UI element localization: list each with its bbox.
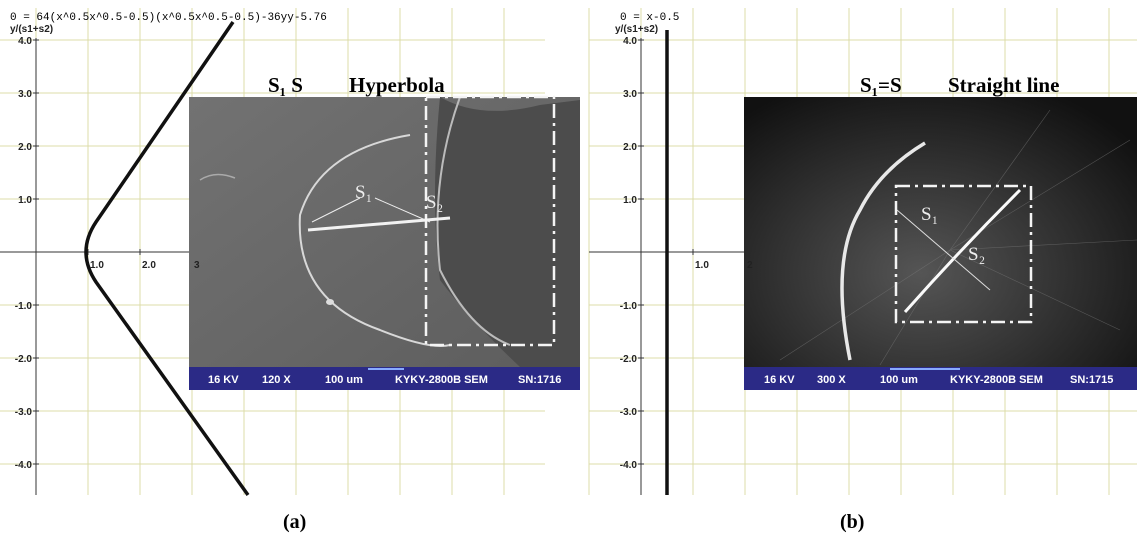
y-tick-label: 2.0 [18, 142, 32, 153]
panel-title: Hyperbola [349, 73, 445, 97]
info-bar-text: 16 KV [764, 374, 795, 386]
x-tick-label: 1.0 [695, 260, 709, 271]
caption: (a) [283, 511, 306, 533]
equation: 0 = x-0.5 [620, 12, 679, 24]
info-bar-text: 100 um [880, 374, 918, 386]
x-tick-label: 1.0 [90, 260, 104, 271]
y-tick-label: -3.0 [15, 407, 33, 418]
image-label: S₂ [968, 244, 985, 265]
y-tick-label: 4.0 [18, 36, 32, 47]
equation: 0 = 64(x^0.5x^0.5-0.5)(x^0.5x^0.5-0.5)-3… [10, 12, 327, 24]
caption: (b) [840, 511, 864, 533]
y-tick-label: 3.0 [18, 89, 32, 100]
x-tick-label: 3 [194, 260, 200, 271]
info-bar-text: SN:1715 [1070, 374, 1113, 386]
info-bar-text: KYKY-2800B SEM [395, 374, 488, 386]
sem-image [744, 97, 1137, 390]
y-tick-label: -2.0 [620, 354, 638, 365]
info-bar-text: 16 KV [208, 374, 239, 386]
y-tick-label: -1.0 [620, 301, 638, 312]
sem-image [189, 97, 580, 390]
panel-title-symbols: S₁ S [268, 73, 303, 97]
info-bar-text: 300 X [817, 374, 846, 386]
info-bar-text: SN:1716 [518, 374, 561, 386]
y-tick-label: -4.0 [620, 460, 638, 471]
image-label: S₁ [921, 204, 938, 225]
y-tick-label: 2.0 [623, 142, 637, 153]
y-axis-label: y/(s1+s2) [615, 24, 658, 35]
image-label: S₁ [355, 182, 372, 203]
y-tick-label: 3.0 [623, 89, 637, 100]
y-tick-label: 1.0 [18, 195, 32, 206]
y-tick-label: -4.0 [15, 460, 33, 471]
info-bar-text: KYKY-2800B SEM [950, 374, 1043, 386]
x-tick-label: 2.0 [142, 260, 156, 271]
y-tick-label: 1.0 [623, 195, 637, 206]
panel-title-symbols: S₁=S [860, 73, 902, 97]
y-tick-label: 4.0 [623, 36, 637, 47]
y-tick-label: -3.0 [620, 407, 638, 418]
y-tick-label: -2.0 [15, 354, 33, 365]
image-label: S₂ [426, 192, 443, 213]
info-bar-text: 100 um [325, 374, 363, 386]
panel-title: Straight line [948, 73, 1059, 97]
x-tick-label: 2 [747, 260, 753, 271]
y-axis-label: y/(s1+s2) [10, 24, 53, 35]
figure: 4.0 3.0 2.0 1.0 -1.0 -2.0 -3.0 -4.0 1.0 2.0 3 0 = 6… [0, 0, 1137, 556]
y-tick-label: -1.0 [15, 301, 33, 312]
info-bar-text: 120 X [262, 374, 291, 386]
